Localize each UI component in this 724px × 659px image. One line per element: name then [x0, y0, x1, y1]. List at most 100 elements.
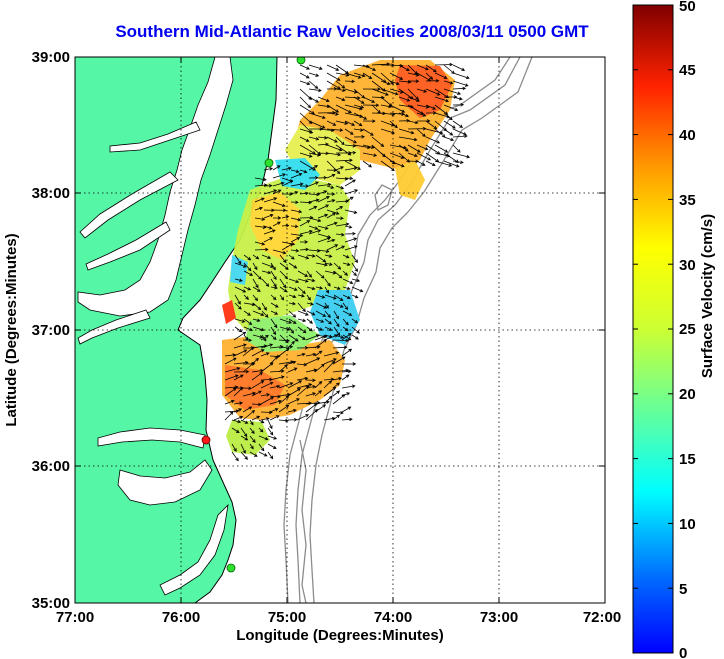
field-red-spot	[222, 300, 236, 324]
velocity-arrow	[353, 135, 366, 139]
velocity-arrow	[344, 144, 357, 148]
velocity-arrow	[317, 249, 330, 253]
velocity-arrow	[260, 393, 271, 397]
velocity-arrow	[315, 262, 328, 267]
velocity-arrow	[323, 377, 335, 382]
velocity-arrow	[407, 79, 420, 83]
velocity-arrow	[332, 414, 341, 421]
velocity-arrow	[270, 285, 278, 290]
velocity-arrow	[297, 310, 309, 316]
velocity-arrow	[398, 144, 409, 152]
velocity-arrow	[270, 310, 279, 315]
velocity-arrow	[341, 369, 352, 374]
velocity-arrow	[290, 233, 304, 238]
velocity-arrow	[261, 254, 272, 259]
velocity-arrow	[335, 245, 346, 251]
velocity-arrow	[324, 310, 331, 318]
velocity-arrow	[297, 254, 310, 260]
velocity-arrow	[231, 419, 242, 424]
velocity-arrow	[279, 254, 287, 264]
velocity-arrow	[342, 302, 349, 310]
velocity-arrow	[315, 302, 328, 309]
velocity-arrow	[263, 197, 278, 203]
velocity-arrow	[342, 262, 351, 266]
velocity-arrow	[242, 409, 256, 421]
velocity-arrow	[344, 120, 356, 126]
velocity-arrow	[251, 349, 265, 357]
velocity-arrow	[362, 96, 376, 103]
velocity-arrow	[324, 294, 337, 300]
velocity-arrow	[306, 326, 313, 332]
velocity-arrow	[270, 294, 277, 301]
velocity-arrow	[278, 395, 290, 405]
velocity-arrow	[434, 96, 450, 103]
velocity-arrow	[231, 451, 239, 462]
velocity-arrow	[297, 326, 307, 334]
velocity-arrow	[240, 435, 249, 441]
velocity-arrow	[317, 135, 328, 140]
velocity-arrow	[416, 104, 430, 109]
velocity-arrow	[288, 262, 298, 269]
velocity-arrow	[240, 451, 248, 460]
velocity-arrow	[351, 278, 361, 283]
velocity-arrow	[278, 418, 289, 423]
velocity-arrow	[326, 160, 341, 175]
y-axis-label: Latitude (Degrees:Minutes)	[3, 233, 20, 426]
velocity-arrow	[335, 216, 344, 220]
velocity-arrow	[353, 128, 364, 132]
velocity-arrow	[242, 338, 253, 342]
velocity-arrow	[233, 401, 244, 405]
velocity-arrow	[287, 388, 301, 397]
velocity-arrow	[333, 286, 341, 290]
velocity-arrow	[333, 302, 344, 308]
velocity-arrow	[269, 369, 285, 373]
velocity-arrow	[341, 348, 353, 357]
velocity-arrow	[299, 64, 310, 70]
velocity-arrow	[389, 120, 398, 129]
velocity-arrow	[299, 160, 317, 171]
velocity-arrow	[342, 310, 353, 316]
velocity-arrow	[324, 262, 333, 266]
pamlico-sound	[117, 459, 213, 506]
velocity-arrow	[344, 209, 358, 214]
velocity-arrow	[249, 419, 254, 426]
velocity-arrow	[305, 403, 318, 413]
velocity-arrow	[296, 385, 310, 397]
velocity-arrow	[305, 352, 317, 357]
velocity-arrow	[326, 104, 340, 113]
velocity-arrow	[344, 104, 363, 111]
velocity-arrow	[351, 254, 359, 263]
velocity-arrow	[261, 270, 272, 275]
velocity-arrow	[452, 96, 463, 101]
velocity-arrow	[299, 229, 313, 235]
velocity-arrow	[234, 286, 247, 293]
velocity-arrow	[278, 404, 290, 413]
velocity-arrow	[263, 237, 274, 243]
velocity-arrow	[263, 213, 274, 219]
colorbar-tick-label: 25	[679, 321, 696, 338]
velocity-arrow	[335, 88, 346, 92]
velocity-arrow	[267, 443, 277, 449]
velocity-arrow	[335, 120, 349, 125]
velocity-arrow	[224, 367, 241, 373]
velocity-arrow	[281, 215, 290, 219]
velocity-arrow	[323, 334, 339, 341]
velocity-arrow	[342, 286, 351, 290]
velocity-arrow	[243, 294, 249, 300]
velocity-arrow	[263, 167, 274, 171]
velocity-arrow	[263, 225, 273, 230]
velocity-arrow	[272, 165, 281, 171]
velocity-arrow	[306, 286, 316, 291]
velocity-arrow	[287, 340, 295, 349]
velocity-arrow	[308, 72, 320, 77]
velocity-arrow	[242, 361, 255, 373]
velocity-arrow	[317, 190, 328, 195]
velocity-arrow	[351, 326, 360, 334]
velocity-arrow	[270, 278, 277, 288]
velocity-arrow	[407, 72, 420, 77]
velocity-arrow	[308, 192, 321, 197]
velocity-arrow	[258, 443, 265, 452]
velocity-arrow	[260, 352, 270, 357]
velocity-arrow	[351, 262, 358, 272]
velocity-arrow	[224, 387, 237, 397]
